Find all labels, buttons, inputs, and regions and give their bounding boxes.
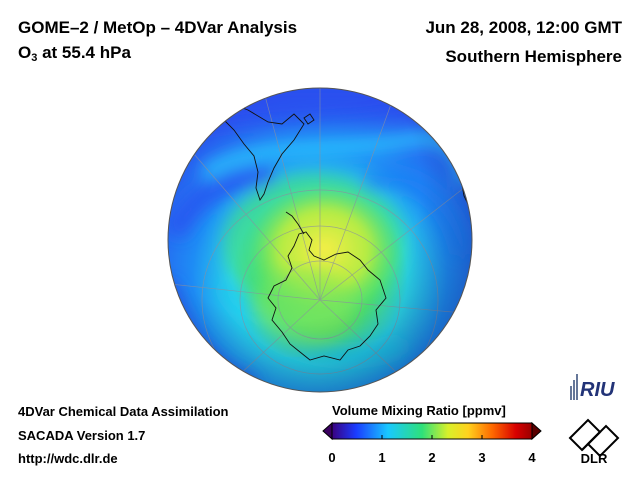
footer-url[interactable]: http://wdc.dlr.de	[18, 451, 118, 466]
globe-map	[167, 87, 473, 393]
colorbar-tick-label: 2	[428, 450, 436, 465]
colorbar-tick-label: 3	[478, 450, 486, 465]
species-name: O	[18, 43, 32, 62]
footer-system-name: 4DVar Chemical Data Assimilation	[18, 404, 229, 419]
riu-logo: RIU	[570, 374, 615, 401]
datetime-label: Jun 28, 2008, 12:00 GMT	[425, 18, 622, 37]
map-title: GOME–2 / MetOp – 4DVar Analysis	[18, 18, 298, 37]
colorbar	[322, 421, 542, 441]
colorbar-left-arrow	[322, 421, 333, 441]
colorbar-tick-label: 0	[328, 450, 336, 465]
colorbar-title: Volume Mixing Ratio [ppmv]	[332, 403, 506, 418]
map-subtitle: O3 at 55.4 hPa	[18, 43, 131, 64]
colorbar-tick-label: 4	[528, 450, 536, 465]
pressure-level: at 55.4 hPa	[37, 43, 131, 62]
region-label: Southern Hemisphere	[445, 47, 622, 66]
colorbar-right-arrow	[531, 421, 542, 441]
footer-version: SACADA Version 1.7	[18, 428, 146, 443]
species-subscript: 3	[31, 52, 38, 64]
dlr-logo-text: DLR	[581, 451, 608, 464]
colorbar-tick-label: 1	[378, 450, 386, 465]
riu-logo-text: RIU	[580, 379, 615, 401]
dlr-logo: DLR	[568, 418, 620, 464]
